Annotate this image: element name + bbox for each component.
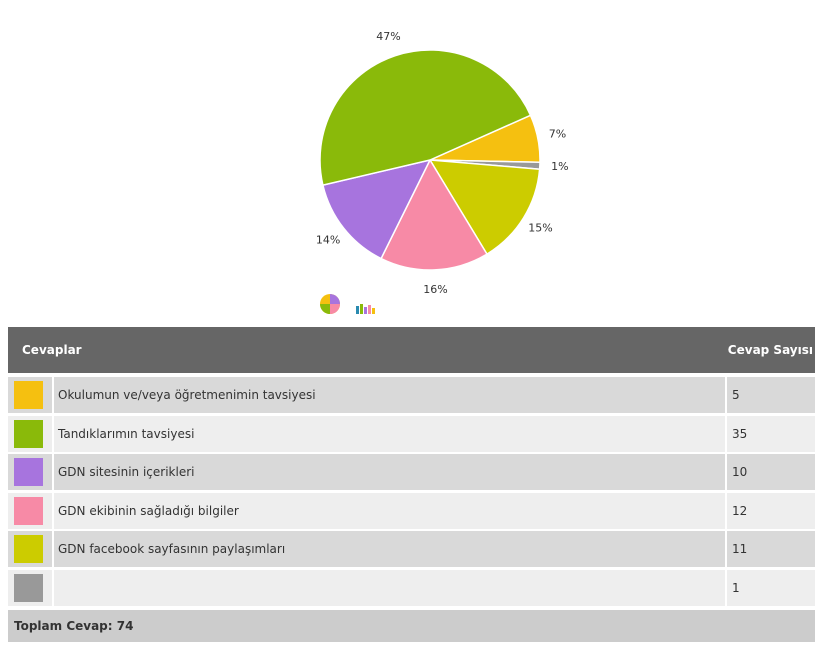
- count-cell: 11: [727, 531, 815, 567]
- bar-icon-part: [360, 304, 363, 314]
- slice-label: 7%: [549, 127, 566, 140]
- count-cell: 12: [727, 492, 815, 529]
- bar-icon[interactable]: [356, 306, 359, 314]
- slice-label: 15%: [528, 222, 552, 235]
- color-swatch: [14, 496, 43, 525]
- color-swatch: [14, 419, 43, 448]
- answer-text: Tandıklarımın tavsiyesi: [58, 426, 195, 441]
- answer-text: Okulumun ve/veya öğretmenimin tavsiyesi: [58, 388, 316, 402]
- table-row: Okulumun ve/veya öğretmenimin tavsiyesi 5: [8, 377, 815, 413]
- count-cell: 1: [727, 569, 815, 606]
- color-cell: [8, 454, 52, 490]
- pie-chart: 7% 1% 15% 16% 14% 47%: [316, 30, 569, 314]
- slice-label: 47%: [376, 30, 400, 43]
- table-header: Cevaplar Cevap Sayısı: [8, 327, 815, 373]
- answer-cell: Okulumun ve/veya öğretmenimin tavsiyesi: [54, 377, 725, 413]
- total: Toplam Cevap: 74: [14, 619, 134, 633]
- pie-icon-part: [320, 304, 330, 314]
- chart-type-icons[interactable]: [320, 294, 375, 314]
- slice-label: 1%: [551, 160, 568, 173]
- answer-text: GDN sitesinin içerikleri: [58, 465, 195, 479]
- count-text: 35: [732, 426, 748, 441]
- slice-label: 14%: [316, 234, 340, 247]
- count-text: 5: [732, 388, 740, 402]
- pie-icon-part: [330, 294, 340, 304]
- answer-text: GDN facebook sayfasının paylaşımları: [58, 542, 286, 556]
- table-row: GDN sitesinin içerikleri 10: [8, 454, 815, 490]
- count-cell: 10: [727, 454, 815, 490]
- bar-icon-part: [364, 307, 367, 314]
- answer-cell: GDN sitesinin içerikleri: [54, 454, 725, 490]
- answers-header: Cevaplar: [22, 343, 82, 357]
- color-cell: [8, 531, 52, 567]
- color-swatch: [14, 535, 43, 563]
- slice-label: 16%: [423, 283, 447, 296]
- answer-cell: GDN ekibinin sağladığı bilgiler: [54, 492, 725, 529]
- answer-cell: [54, 569, 725, 606]
- color-swatch: [14, 573, 43, 602]
- color-swatch: [14, 458, 43, 486]
- answer-text: GDN ekibinin sağladığı bilgiler: [58, 503, 239, 518]
- table-footer: Toplam Cevap: 74: [8, 610, 815, 642]
- count-header: Cevap Sayısı: [727, 343, 813, 357]
- answer-cell: GDN facebook sayfasının paylaşımları: [54, 531, 725, 567]
- table-row: GDN ekibinin sağladığı bilgiler 12: [8, 492, 815, 529]
- pie-slice: [319, 49, 532, 187]
- count-cell: 5: [727, 377, 815, 413]
- count-cell: 35: [727, 415, 815, 452]
- answer-cell: Tandıklarımın tavsiyesi: [54, 415, 725, 452]
- table-row: 1: [8, 569, 815, 606]
- pie-slice: [428, 159, 541, 256]
- count-text: 10: [732, 465, 748, 479]
- bar-icon-part: [368, 305, 371, 314]
- color-cell: [8, 492, 52, 529]
- color-cell: [8, 569, 52, 606]
- count-text: 11: [732, 542, 748, 556]
- color-cell: [8, 415, 52, 452]
- color-cell: [8, 377, 52, 413]
- color-swatch: [14, 381, 43, 409]
- pie-slice: [380, 158, 489, 271]
- pie-icon-part: [330, 304, 340, 314]
- count-text: 12: [732, 503, 748, 518]
- table-row: Tandıklarımın tavsiyesi 35: [8, 415, 815, 452]
- bar-icon-part: [372, 308, 375, 314]
- table-row: GDN facebook sayfasının paylaşımları 11: [8, 531, 815, 567]
- count-text: 1: [732, 580, 740, 595]
- pie-slice: [322, 158, 432, 260]
